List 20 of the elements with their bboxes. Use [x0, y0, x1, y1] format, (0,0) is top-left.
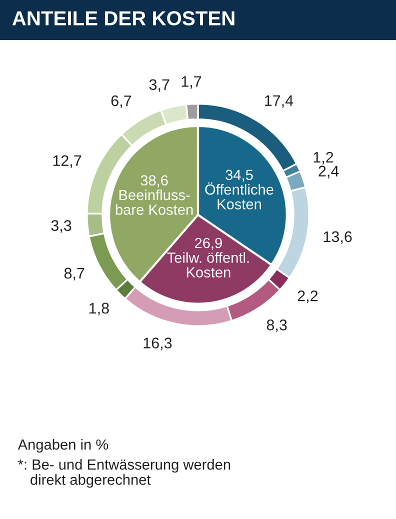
data-label: 16,3 — [144, 338, 172, 350]
data-label: 17,4 — [265, 95, 294, 108]
data-label: 12,7 — [53, 155, 82, 168]
data-label: 8,7 — [64, 268, 84, 280]
data-label: 8,3 — [266, 320, 287, 332]
data-label: 6,7 — [111, 95, 132, 108]
data-label: 26,9 Teilw. öffentl. Kosten — [167, 238, 249, 278]
data-label: 38,6 Beeinfluss- bare Kosten — [116, 175, 193, 215]
data-label: 1,8 — [90, 302, 109, 316]
data-label: 34,5 Öffentliche Kosten — [205, 170, 274, 210]
text: Angaben in % — [18, 439, 108, 453]
data-label: 13,6 — [324, 231, 352, 244]
data-label: 2,2 — [298, 290, 318, 304]
data-label: 3,3 — [51, 220, 72, 233]
data-label: 1,7 — [182, 76, 202, 89]
data-label: 2,4 — [318, 166, 339, 178]
data-label: 1,2 — [314, 152, 334, 164]
data-label: 3,7 — [149, 79, 170, 92]
chart-title: ANTEILE DER KOSTEN — [12, 11, 234, 26]
text: *: Be- und Entwässerung werden direkt abgerechnet — [18, 459, 230, 488]
